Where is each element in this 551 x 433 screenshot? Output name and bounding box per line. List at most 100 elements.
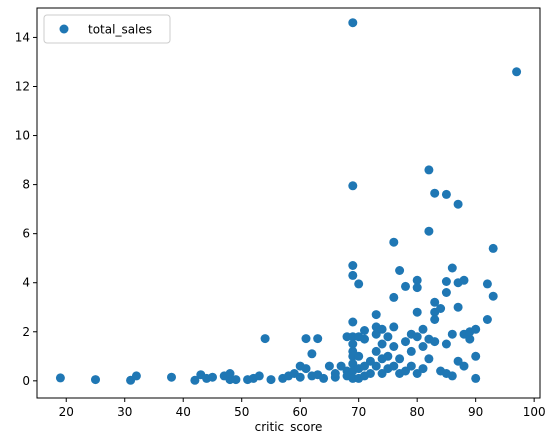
data-point: [348, 261, 358, 270]
data-point: [371, 346, 381, 356]
data-point: [301, 364, 311, 374]
data-point: [348, 18, 358, 28]
x-tick-label: 60: [293, 405, 308, 419]
data-point: [453, 302, 463, 312]
data-point: [389, 237, 399, 247]
data-point: [418, 342, 428, 351]
legend-label: total_sales: [88, 23, 152, 37]
data-point: [412, 307, 422, 317]
y-tick-label: 8: [22, 178, 30, 192]
data-point: [418, 364, 428, 374]
data-point: [260, 334, 270, 344]
legend-box: [43, 14, 171, 44]
data-point: [354, 279, 364, 289]
data-point: [389, 322, 399, 332]
data-point: [447, 263, 457, 273]
data-point: [313, 334, 323, 344]
data-point: [412, 332, 422, 342]
x-tick-label: 30: [117, 405, 132, 419]
data-point: [395, 354, 405, 364]
data-point: [412, 283, 422, 293]
y-axis-ticks: 0 2 4 6 8 10 12 14: [15, 30, 37, 388]
y-tick-label: 2: [22, 325, 30, 339]
data-point: [371, 329, 381, 339]
y-tick-label: 4: [22, 276, 30, 290]
data-point: [401, 337, 410, 347]
x-tick-label: 80: [410, 405, 425, 419]
x-tick-label: 90: [468, 405, 483, 419]
data-point: [167, 372, 176, 382]
data-point: [307, 349, 317, 359]
y-tick-label: 10: [15, 129, 30, 143]
data-point: [389, 342, 399, 351]
data-point: [453, 356, 463, 366]
data-point: [91, 375, 100, 385]
data-point: [295, 372, 305, 382]
data-point: [401, 281, 410, 291]
data-point: [383, 351, 393, 361]
data-point: [389, 292, 399, 302]
y-tick-label: 0: [22, 374, 30, 388]
plot-area: [55, 18, 522, 385]
data-point: [447, 371, 457, 381]
data-point: [488, 291, 498, 301]
data-point: [266, 375, 276, 385]
data-point: [459, 275, 469, 285]
data-point: [377, 339, 387, 349]
data-point: [190, 375, 200, 385]
y-tick-label: 14: [15, 30, 30, 44]
data-point: [348, 270, 358, 280]
data-point: [441, 189, 451, 199]
x-axis-ticks: 20 30 40 50 60 70 80 90 100: [59, 398, 546, 419]
data-point: [459, 361, 469, 371]
data-point: [430, 188, 440, 198]
data-point: [465, 334, 475, 344]
data-point: [389, 361, 399, 371]
data-point: [436, 304, 446, 313]
data-point: [406, 361, 416, 371]
data-point: [406, 346, 416, 356]
data-point: [441, 277, 451, 286]
data-point: [430, 337, 440, 347]
x-tick-label: 100: [523, 405, 546, 419]
data-point: [383, 332, 393, 342]
data-point: [360, 361, 369, 371]
data-point: [348, 339, 358, 349]
data-point: [453, 199, 463, 209]
data-point: [418, 324, 428, 334]
data-point: [225, 369, 235, 378]
data-point: [208, 372, 217, 382]
data-point: [371, 361, 381, 371]
data-point: [348, 359, 358, 369]
data-point: [430, 297, 440, 307]
data-point: [348, 317, 358, 327]
data-point: [371, 310, 381, 320]
data-point: [319, 373, 329, 383]
data-point: [354, 351, 364, 361]
data-point: [430, 315, 440, 324]
data-point: [336, 361, 346, 371]
y-tick-label: 12: [15, 79, 30, 93]
data-point: [324, 361, 334, 371]
data-point: [441, 288, 451, 297]
data-point: [471, 324, 481, 334]
data-point: [231, 375, 241, 385]
data-point: [471, 351, 481, 361]
data-point: [330, 369, 340, 378]
data-point: [512, 67, 522, 77]
data-point: [424, 226, 434, 236]
data-point: [395, 266, 405, 275]
x-tick-label: 70: [351, 405, 366, 419]
data-point: [360, 326, 369, 335]
data-point: [424, 354, 434, 364]
y-tick-label: 6: [22, 227, 30, 241]
data-point: [441, 339, 451, 349]
data-point: [55, 373, 65, 383]
data-point: [131, 371, 141, 381]
data-point: [424, 165, 434, 175]
data-point: [482, 315, 492, 324]
x-tick-label: 50: [234, 405, 249, 419]
data-point: [301, 334, 311, 344]
